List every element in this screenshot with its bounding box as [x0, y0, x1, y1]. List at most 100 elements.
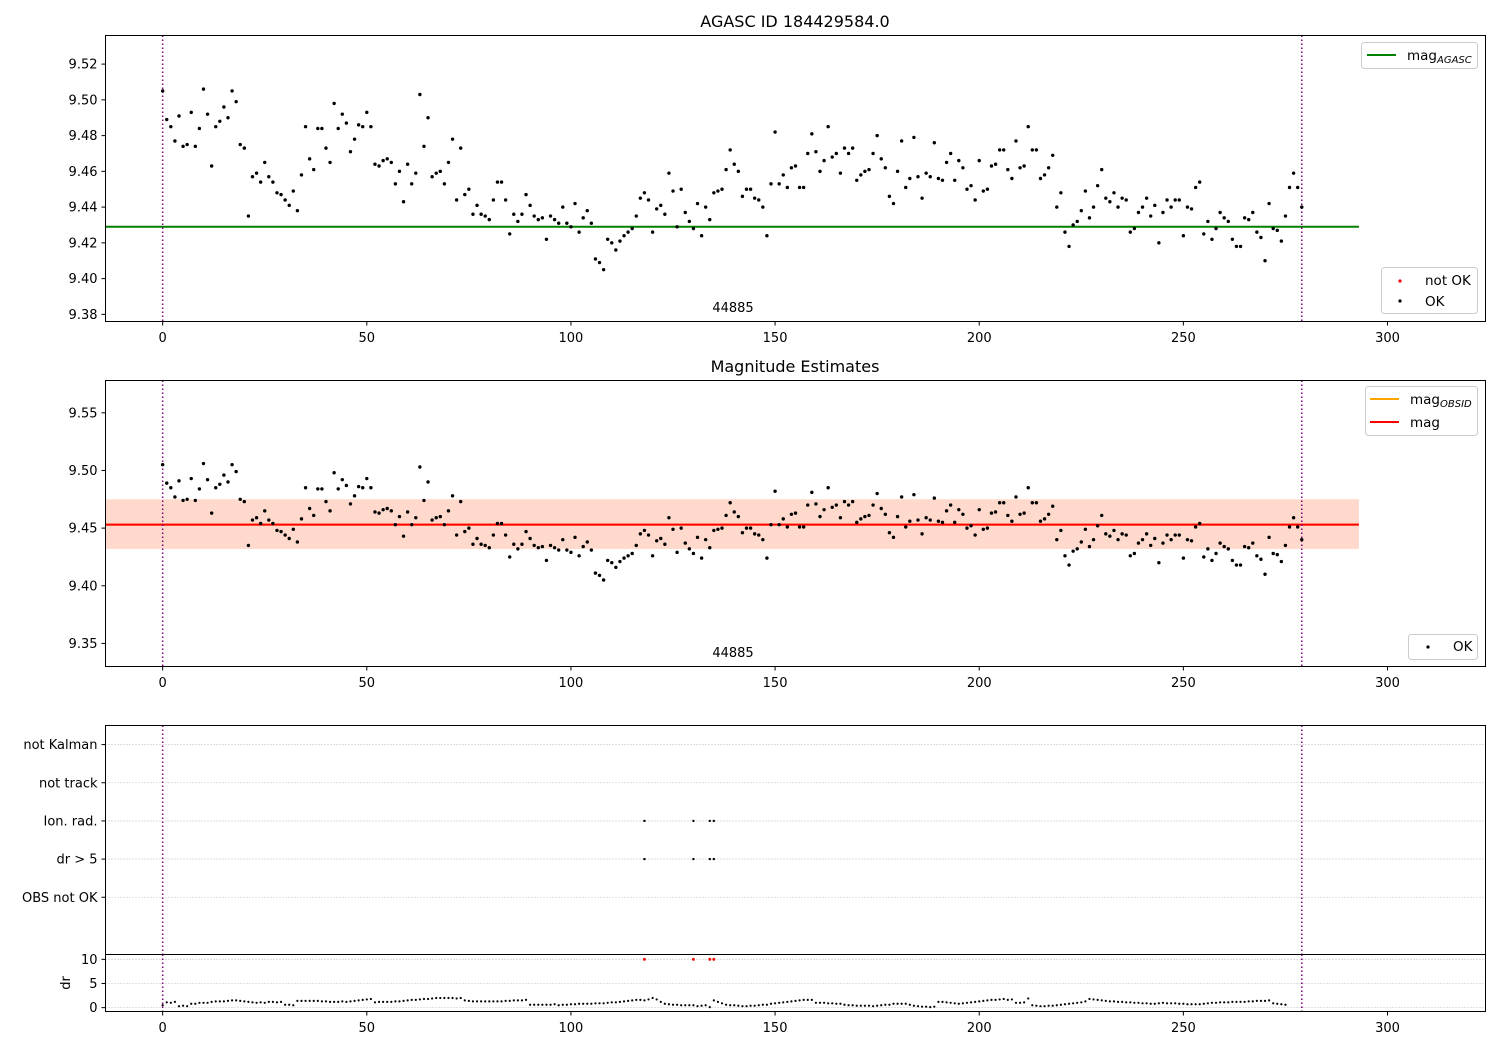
x-tick-label: 100 [559, 676, 584, 691]
estimate-point [785, 525, 790, 529]
estimate-point [320, 487, 324, 491]
estimate-point [1091, 537, 1096, 542]
ok-point [258, 180, 263, 184]
x-tick-label: 250 [1171, 331, 1196, 346]
estimate-point [1136, 541, 1141, 545]
ok-point [1259, 235, 1263, 240]
estimate-point [291, 527, 296, 531]
dr-point [659, 1000, 662, 1003]
dr-point [782, 1001, 785, 1004]
estimate-point [254, 516, 259, 520]
estimate-point [1051, 504, 1055, 508]
estimate-point [875, 491, 879, 496]
dr-point [773, 1002, 777, 1005]
dr-point [655, 998, 658, 1001]
ok-point [883, 166, 888, 170]
dr-point [888, 1003, 891, 1006]
dr-point [235, 999, 238, 1002]
y-tick-label: not track [39, 776, 98, 791]
estimates-ticks: 0 50 100 150 200 250 300 9.35 9.40 9.45 9.50 9.55 [69, 406, 1400, 691]
ok-point [548, 214, 553, 218]
estimate-point [287, 536, 291, 541]
ok-point [757, 198, 761, 202]
dr-point [1214, 1001, 1218, 1004]
estimate-point [1042, 517, 1047, 521]
estimate-point [940, 520, 945, 525]
dr-point [202, 1001, 205, 1004]
dr-point [1092, 998, 1095, 1001]
dr-point [598, 1002, 601, 1005]
dr-point [304, 999, 307, 1002]
ok-point [561, 205, 565, 209]
ok-point [536, 217, 540, 222]
estimate-point [467, 526, 471, 530]
estimate-point [916, 518, 920, 522]
y-tick-label: 10 [81, 953, 98, 968]
ok-point [654, 207, 659, 211]
dr-point [1280, 1003, 1283, 1006]
ok-point [1287, 185, 1292, 190]
ok-point [1100, 167, 1104, 172]
estimate-point [234, 469, 238, 474]
not-ok-legend-marker [1398, 279, 1402, 283]
dr-point [1178, 1002, 1181, 1005]
estimate-point [377, 511, 381, 515]
dr-point [382, 1000, 385, 1003]
estimate-point [430, 518, 434, 522]
ok-point [552, 217, 557, 222]
ok-point [279, 192, 283, 197]
estimate-point [589, 548, 594, 552]
dr-point [651, 996, 654, 1000]
dr-point [369, 997, 372, 1001]
ok-point [177, 114, 181, 118]
estimate-point [1255, 554, 1259, 558]
dr-point [961, 1002, 964, 1005]
estimate-point [365, 476, 369, 481]
dr-point [1125, 1001, 1128, 1004]
dr-point [1051, 1004, 1054, 1007]
estimate-point [597, 573, 602, 578]
ok-point [565, 221, 569, 225]
ok-point [275, 191, 279, 195]
y-tick-label: 9.48 [69, 129, 98, 144]
estimate-point [1234, 563, 1239, 567]
estimate-point [1144, 532, 1149, 536]
dr-point [345, 1000, 348, 1003]
dr-point [855, 1004, 858, 1007]
ok-point [765, 234, 769, 238]
ok-point [160, 89, 165, 93]
dr-point [561, 1003, 564, 1006]
estimate-point [695, 535, 700, 540]
x-tick-label: 0 [159, 676, 167, 691]
estimate-point [1279, 559, 1284, 564]
dr-point [557, 1004, 560, 1007]
ok-point [761, 205, 765, 209]
dr-point [1276, 1002, 1279, 1005]
estimate-point [328, 509, 332, 513]
estimate-point [1295, 525, 1300, 529]
dr-point [827, 1002, 830, 1005]
dr-point [480, 1000, 483, 1003]
estimate-point [708, 546, 712, 550]
dr-point [1190, 1003, 1193, 1006]
ok-point [699, 234, 704, 238]
estimate-point [1022, 511, 1026, 515]
dr-point [1076, 1001, 1079, 1004]
estimate-point [1177, 533, 1181, 537]
dr-point [161, 1004, 164, 1007]
dr-point [169, 1001, 172, 1004]
ok-point [605, 237, 610, 241]
estimate-point [757, 533, 761, 537]
dr-point [222, 1000, 226, 1003]
dr-point [647, 998, 650, 1001]
ok-point [201, 87, 206, 91]
dr-point [680, 1004, 683, 1007]
ok-point [250, 175, 255, 179]
dr-point [876, 1004, 879, 1007]
estimate-point [556, 548, 561, 552]
ok-point [540, 216, 545, 220]
estimate-point [1157, 561, 1161, 565]
ok-point [1271, 226, 1275, 231]
estimate-point [908, 519, 912, 523]
estimate-point [271, 521, 275, 526]
